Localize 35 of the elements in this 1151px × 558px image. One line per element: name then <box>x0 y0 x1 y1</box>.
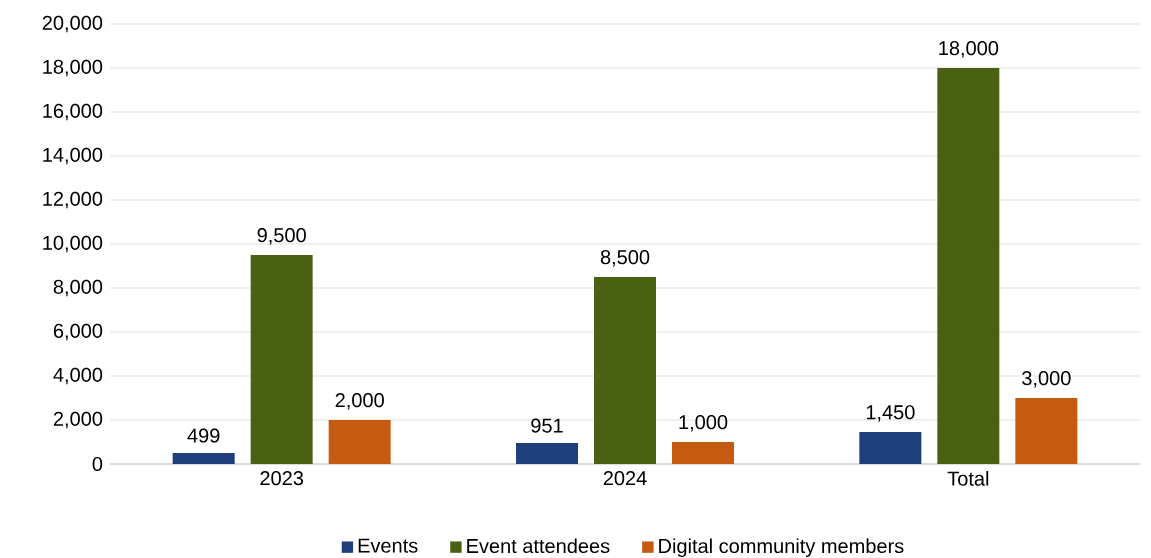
bar <box>516 443 578 464</box>
x-tick-label: 2024 <box>603 471 647 486</box>
bar <box>172 453 235 464</box>
bar <box>328 420 391 464</box>
y-tick-label: 6,000 <box>53 323 103 341</box>
data-label: 3,000 <box>1022 371 1071 388</box>
legend-label: Digital community members <box>659 538 904 558</box>
bar <box>672 442 735 464</box>
bar <box>250 255 313 464</box>
bar <box>594 277 656 464</box>
y-tick-label: 4,000 <box>53 367 103 385</box>
bar <box>937 68 1000 464</box>
y-tick-label: 8,000 <box>53 279 103 297</box>
legend-label: Event attendees <box>467 538 610 554</box>
data-label: 9,500 <box>257 228 306 245</box>
y-tick-label: 18,000 <box>43 59 103 77</box>
y-tick-label: 14,000 <box>43 147 103 165</box>
legend-label: Events <box>358 538 418 553</box>
bar <box>1015 398 1078 464</box>
data-label: 8,500 <box>600 250 650 267</box>
bar <box>859 432 922 464</box>
data-label: 499 <box>187 428 220 443</box>
y-tick-label: 2,000 <box>53 411 103 429</box>
data-label: 951 <box>531 418 563 433</box>
data-label: 2,000 <box>335 393 384 410</box>
x-tick-label: Total <box>947 471 989 486</box>
data-label: 1,450 <box>866 405 915 422</box>
y-tick-label: 12,000 <box>43 191 103 209</box>
y-tick-label: 16,000 <box>43 103 103 121</box>
data-label: 1,000 <box>679 415 728 432</box>
y-tick-label: 20,000 <box>42 15 103 33</box>
y-tick-label: 0 <box>92 456 103 472</box>
y-tick-label: 10,000 <box>43 235 103 253</box>
data-label: 18,000 <box>939 41 999 58</box>
x-tick-label: 2023 <box>260 471 304 486</box>
